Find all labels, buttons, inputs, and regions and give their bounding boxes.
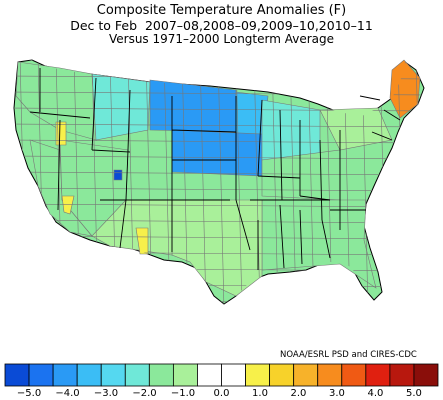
- legend-swatch: [197, 363, 222, 387]
- legend-tick-label: 0.0: [214, 388, 230, 399]
- legend-tick-label: −4.0: [55, 388, 79, 399]
- region-nevada-spot: [61, 195, 75, 215]
- map-subtitle-period: Dec to Feb 2007–08,2008–09,2009–10,2010–…: [70, 18, 373, 33]
- legend-swatch: [100, 363, 126, 387]
- state-borders: [29, 68, 401, 270]
- region-central-plains: [171, 129, 263, 177]
- legend-tick-label: −3.0: [94, 388, 118, 399]
- legend-swatch: [4, 363, 30, 387]
- color-legend: −5.0 −4.0 −3.0 −2.0 −1.0 0.0 1.0 2.0 3.0 4.0 5.0: [4, 363, 439, 399]
- region-northern-rockies: [91, 73, 151, 141]
- legend-swatch: [221, 363, 246, 387]
- legend-swatch: [269, 363, 295, 387]
- region-southeast: [261, 199, 377, 289]
- data-credit: NOAA/ESRL PSD and CIRES-CDC: [280, 350, 417, 360]
- legend-swatch: [52, 363, 78, 387]
- legend-swatch: [172, 363, 198, 387]
- region-great-basin: [59, 139, 129, 237]
- legend-swatch: [293, 363, 319, 387]
- region-new-mexico-spot: [135, 227, 149, 255]
- legend-swatch: [76, 363, 102, 387]
- legend-tick-label: 1.0: [252, 388, 268, 399]
- region-maine: [389, 59, 421, 119]
- region-utah-spot: [113, 169, 123, 181]
- legend-tick-label: 2.0: [291, 388, 307, 399]
- legend-swatch: [245, 363, 271, 387]
- legend-swatch: [389, 363, 415, 387]
- region-idaho-spot: [55, 121, 67, 146]
- legend-swatch: [341, 363, 367, 387]
- legend-swatch: [28, 363, 54, 387]
- legend-swatch: [413, 363, 439, 387]
- legend-tick-label: 5.0: [406, 388, 422, 399]
- legend-tick-label: 4.0: [368, 388, 384, 399]
- region-pacific-northwest: [15, 61, 97, 141]
- legend-swatch: [124, 363, 150, 387]
- legend-tick-label: −2.0: [132, 388, 156, 399]
- legend-tick-label: −1.0: [171, 388, 195, 399]
- legend-tick-label: −5.0: [17, 388, 41, 399]
- region-southern-plains: [171, 199, 263, 297]
- legend-swatch: [317, 363, 343, 387]
- legend-tick-label: 3.0: [329, 388, 345, 399]
- map-subtitle-baseline: Versus 1971–2000 Longterm Average: [108, 32, 335, 46]
- map-title: Composite Temperature Anomalies (F): [96, 3, 347, 18]
- legend-swatch: [148, 363, 174, 387]
- legend-swatch: [365, 363, 391, 387]
